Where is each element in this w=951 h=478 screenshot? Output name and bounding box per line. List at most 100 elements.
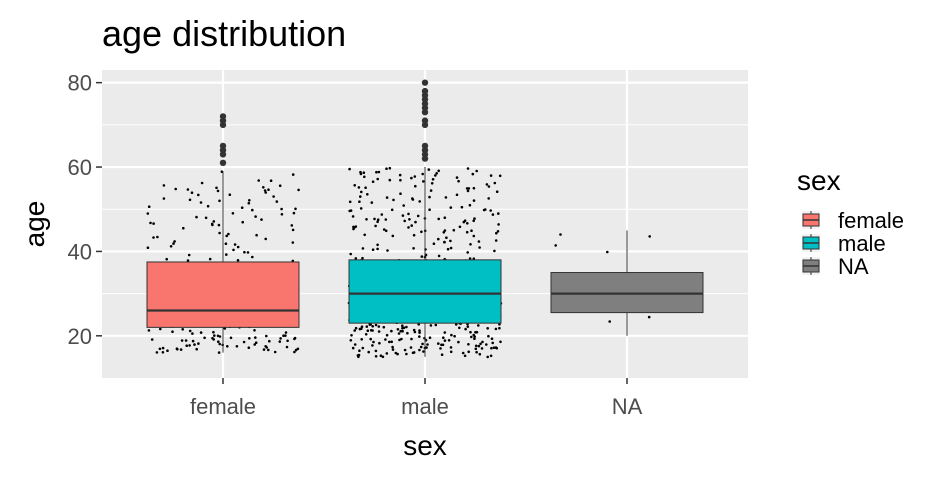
jitter-point [278, 340, 282, 343]
jitter-point [497, 212, 500, 215]
jitter-point [254, 215, 257, 218]
jitter-point [366, 329, 370, 333]
jitter-point [180, 339, 184, 342]
jitter-point [405, 325, 408, 329]
jitter-point [410, 337, 413, 341]
jitter-point [420, 230, 423, 234]
jitter-point [372, 340, 375, 344]
jitter-point [467, 343, 470, 346]
jitter-point [453, 334, 456, 338]
jitter-point [391, 345, 394, 349]
jitter-point [211, 223, 214, 227]
jitter-point [280, 207, 283, 211]
jitter-point [173, 240, 176, 243]
jitter-point [371, 248, 375, 251]
jitter-point [490, 346, 493, 350]
jitter-point [468, 257, 472, 260]
jitter-point [472, 234, 476, 238]
jitter-point [188, 198, 192, 202]
jitter-point [369, 329, 373, 332]
jitter-point [218, 231, 221, 235]
jitter-point [437, 217, 441, 221]
jitter-point [471, 172, 475, 176]
jitter-point [200, 181, 204, 185]
jitter-point [440, 353, 444, 357]
jitter-point [203, 336, 206, 340]
jitter-point [443, 216, 447, 219]
jitter-point [218, 335, 222, 338]
jitter-point [437, 237, 440, 241]
jitter-point [418, 335, 421, 338]
jitter-point [290, 224, 294, 227]
jitter-point [146, 246, 150, 249]
jitter-point [495, 190, 499, 193]
jitter-point [204, 216, 208, 220]
jitter-point [478, 352, 482, 356]
jitter-point [432, 242, 436, 245]
jitter-point [371, 325, 375, 328]
jitter-point [174, 187, 177, 191]
jitter-point [427, 168, 431, 171]
jitter-point [175, 347, 179, 351]
y-axis-title: age [19, 201, 50, 248]
jitter-point [216, 334, 220, 338]
jitter-point [399, 178, 402, 182]
jitter-point [434, 323, 438, 327]
jitter-point [353, 329, 357, 332]
jitter-point [386, 249, 389, 252]
jitter-point [468, 203, 472, 207]
jitter-point [464, 327, 467, 331]
jitter-point [408, 218, 411, 221]
jitter-point [489, 209, 493, 212]
jitter-point [399, 329, 403, 333]
jitter-point [401, 326, 404, 330]
chart-title: age distribution [102, 13, 346, 54]
jitter-point [264, 191, 268, 194]
jitter-point [371, 180, 375, 183]
jitter-point [455, 176, 459, 179]
jitter-point [410, 224, 414, 227]
jitter-point [294, 348, 298, 352]
jitter-point [412, 328, 416, 332]
box-male [348, 259, 502, 324]
jitter-point [349, 339, 353, 342]
jitter-point [412, 233, 416, 237]
jitter-point [494, 239, 498, 242]
jitter-point [146, 212, 150, 215]
jitter-point [385, 167, 388, 170]
jitter-point [421, 172, 425, 176]
jitter-point [493, 181, 497, 185]
jitter-point [559, 233, 562, 236]
jitter-point [233, 243, 237, 246]
jitter-point [171, 330, 174, 334]
jitter-point [409, 346, 413, 349]
y-tick-label: 60 [68, 155, 92, 180]
jitter-point [478, 246, 481, 249]
jitter-point [348, 200, 352, 204]
jitter-point [385, 196, 389, 199]
jitter-point [349, 252, 353, 256]
jitter-point [413, 330, 417, 334]
jitter-point [371, 344, 374, 347]
jitter-point [365, 218, 368, 221]
jitter-point [481, 340, 484, 344]
jitter-point [247, 201, 251, 205]
jitter-point [431, 178, 435, 181]
jitter-point [353, 343, 357, 346]
jitter-point [428, 195, 431, 199]
jitter-point [477, 240, 481, 243]
jitter-point [434, 174, 437, 177]
jitter-point [197, 193, 200, 197]
jitter-point [213, 334, 216, 337]
jitter-point [186, 259, 190, 262]
box-layer [146, 79, 704, 357]
jitter-point [487, 334, 490, 338]
outlier-point [219, 159, 227, 167]
jitter-point [467, 187, 471, 190]
jitter-point [437, 342, 440, 345]
jitter-point [275, 200, 279, 203]
jitter-point [429, 324, 433, 327]
jitter-point [391, 234, 395, 238]
jitter-point [469, 330, 472, 334]
